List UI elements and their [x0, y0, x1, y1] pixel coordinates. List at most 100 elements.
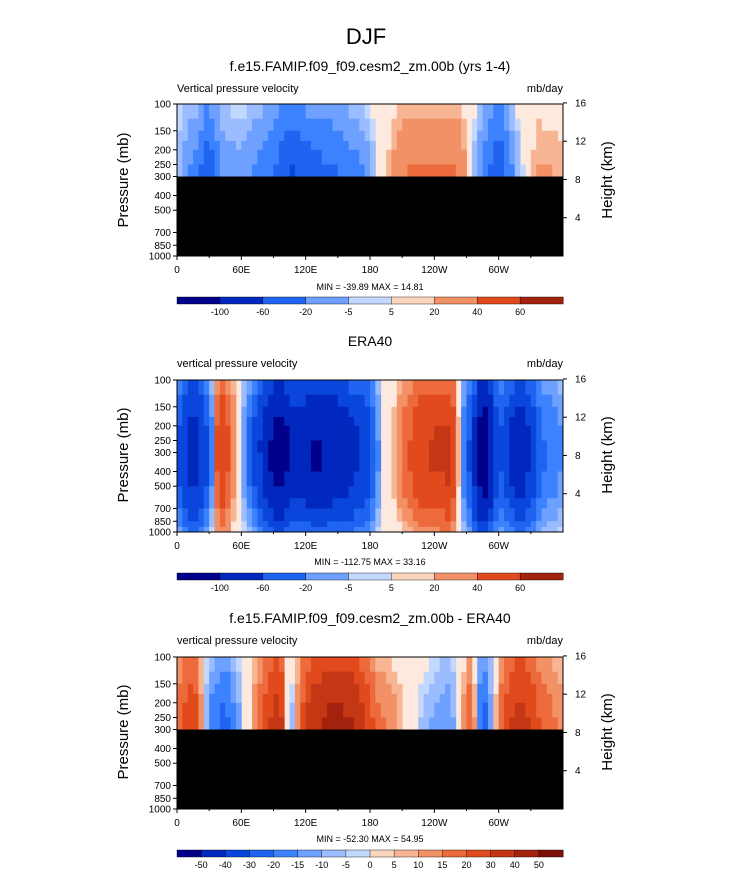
- heatmap-cell: [316, 164, 323, 177]
- heatmap-cell: [428, 130, 435, 142]
- heatmap-cell: [343, 406, 349, 418]
- heatmap-cell: [391, 702, 398, 718]
- heatmap-cell: [214, 416, 221, 427]
- heatmap-cell: [445, 164, 451, 177]
- heatmap-cell: [214, 440, 221, 453]
- heatmap-cell: [450, 394, 457, 408]
- heatmap-cell: [182, 471, 189, 487]
- heatmap-cell: [268, 521, 274, 528]
- heatmap-cell: [504, 717, 510, 730]
- heatmap-cell: [284, 416, 290, 427]
- colorbar-swatch: [297, 849, 323, 858]
- heatmap-cell: [182, 683, 189, 695]
- y2-tick-label: 16: [575, 374, 587, 385]
- heatmap-cell: [257, 380, 264, 396]
- heatmap-cell: [504, 671, 510, 685]
- heatmap-cell: [498, 425, 505, 441]
- heatmap-cell: [498, 526, 505, 533]
- heatmap-cell: [262, 486, 269, 499]
- heatmap-cell: [337, 406, 344, 418]
- heatmap-cell: [284, 440, 290, 453]
- heatmap-cell: [364, 508, 371, 522]
- heatmap-cell: [257, 425, 264, 441]
- heatmap-cell: [353, 425, 360, 441]
- heatmap-cell: [187, 717, 194, 730]
- heatmap-cell: [337, 693, 344, 704]
- heatmap-cell: [187, 130, 194, 142]
- heatmap-cell: [546, 394, 553, 408]
- heatmap-cell: [187, 394, 194, 408]
- heatmap-cell: [412, 140, 419, 151]
- heatmap-cell: [252, 425, 258, 441]
- heatmap-cell: [219, 526, 226, 533]
- heatmap-cell: [418, 471, 425, 487]
- colorbar-swatch: [345, 849, 371, 858]
- heatmap-cell: [187, 380, 194, 396]
- heatmap-cell: [268, 486, 274, 499]
- heatmap-cell: [461, 717, 467, 730]
- heatmap-cell: [536, 440, 542, 453]
- heatmap-cell: [348, 425, 355, 441]
- heatmap-cell: [230, 104, 237, 120]
- colorbar-swatch: [418, 849, 443, 858]
- heatmap-cell: [546, 508, 553, 522]
- heatmap-cell: [477, 683, 483, 695]
- heatmap-cell: [509, 508, 516, 522]
- heatmap-cell: [246, 406, 253, 418]
- heatmap-cell: [557, 416, 564, 427]
- heatmap-cell: [359, 452, 366, 472]
- heatmap-cell: [434, 508, 441, 522]
- colorbar-swatch: [514, 849, 540, 858]
- heatmap-cell: [353, 521, 360, 528]
- heatmap-cell: [525, 657, 532, 673]
- heatmap-cell: [402, 521, 408, 528]
- heatmap-cell: [321, 140, 328, 151]
- heatmap-cell: [418, 118, 425, 132]
- heatmap-cell: [514, 440, 521, 453]
- heatmap-cell: [423, 416, 430, 427]
- heatmap-cell: [504, 471, 510, 487]
- heatmap-cell: [273, 118, 280, 132]
- heatmap-cell: [359, 508, 366, 522]
- heatmap-cell: [498, 394, 505, 408]
- heatmap-cell: [370, 440, 376, 453]
- heatmap-cell: [364, 104, 371, 120]
- colorbar-label: 20: [429, 583, 439, 593]
- heatmap-cell: [177, 526, 183, 533]
- heatmap-cell: [552, 521, 559, 528]
- heatmap-cell: [423, 486, 430, 499]
- heatmap-cell: [268, 440, 274, 453]
- heatmap-cell: [407, 130, 414, 142]
- heatmap-cell: [182, 508, 189, 522]
- heatmap-cell: [284, 521, 290, 528]
- heatmap-cell: [546, 717, 553, 730]
- heatmap-cell: [343, 118, 349, 132]
- heatmap-cell: [359, 717, 366, 730]
- heatmap-cell: [289, 526, 296, 533]
- heatmap-cell: [198, 104, 205, 120]
- heatmap-cell: [225, 526, 232, 533]
- y-tick-label: 1000: [149, 252, 172, 263]
- heatmap-cell: [305, 526, 312, 533]
- heatmap-cell: [289, 702, 296, 718]
- heatmap-cell: [386, 702, 392, 718]
- x-tick-label: 120E: [294, 818, 318, 829]
- heatmap-cell: [337, 508, 344, 522]
- heatmap-cell: [530, 702, 537, 718]
- heatmap-cell: [311, 440, 317, 453]
- heatmap-cell: [498, 406, 505, 418]
- heatmap-cell: [428, 702, 435, 718]
- heatmap-cell: [332, 406, 339, 418]
- heatmap-cell: [525, 440, 532, 453]
- heatmap-cell: [370, 380, 376, 396]
- heatmap-cell: [187, 416, 194, 427]
- heatmap-cell: [203, 498, 210, 509]
- heatmap-cell: [337, 394, 344, 408]
- colorbar-swatch: [348, 572, 392, 581]
- heatmap-cell: [364, 164, 371, 177]
- heatmap-cell: [257, 671, 264, 685]
- heatmap-cell: [294, 118, 301, 132]
- heatmap-cell: [219, 693, 226, 704]
- heatmap-cell: [262, 149, 269, 165]
